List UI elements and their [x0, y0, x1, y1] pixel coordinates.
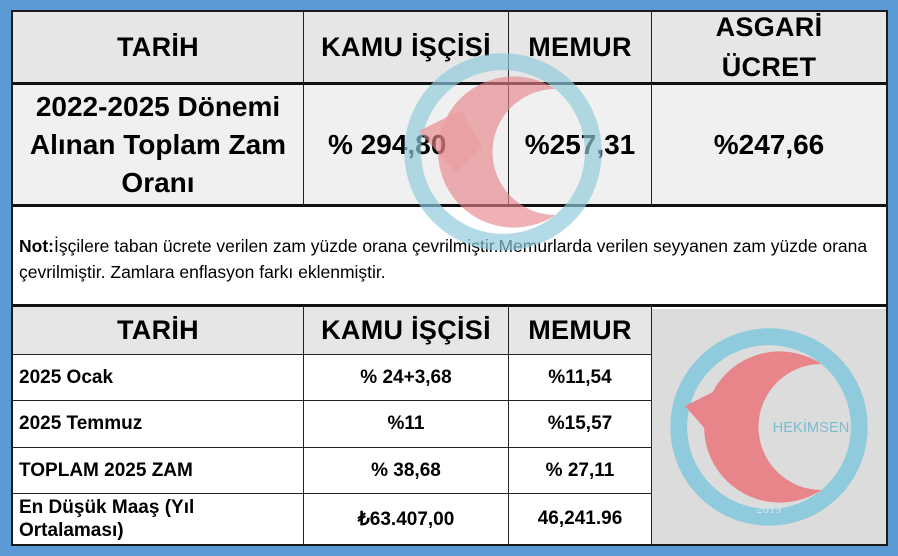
- salary-table-frame: TARİH KAMU İŞÇİSİ MEMUR ASGARİ ÜCRET 202…: [11, 10, 888, 546]
- note: Not:İşçilere taban ücrete verilen zam yü…: [13, 207, 886, 307]
- asgari-ucret-total: %247,66: [652, 85, 886, 207]
- row-label: 2025 Ocak: [13, 355, 304, 401]
- kamu-iscisi-total: % 294,80: [304, 85, 509, 207]
- logo-name: HEKİMSEN: [773, 418, 850, 436]
- hekimsen-logo: HEKİMSEN 2019: [670, 327, 868, 526]
- header-tarih: TARİH: [13, 12, 304, 85]
- bottom-header-tarih: TARİH: [13, 307, 304, 355]
- note-text: İşçilere taban ücrete verilen zam yüzde …: [19, 236, 868, 282]
- row-kamu-iscisi: % 38,68: [304, 448, 509, 494]
- row-memur: %15,57: [509, 401, 652, 448]
- logo-cell: HEKİMSEN 2019: [652, 309, 886, 544]
- bottom-header-kamu-iscisi: KAMU İŞÇİSİ: [304, 307, 509, 355]
- period-label: 2022-2025 Dönemi Alınan Toplam Zam Oranı: [13, 85, 304, 207]
- row-kamu-iscisi: ₺63.407,00: [304, 494, 509, 544]
- row-label: 2025 Temmuz: [13, 401, 304, 448]
- note-prefix: Not:: [19, 236, 54, 256]
- logo-year: 2019: [756, 502, 781, 516]
- row-label: En Düşük Maaş (Yıl Ortalaması): [13, 494, 304, 544]
- row-kamu-iscisi: %11: [304, 401, 509, 448]
- row-memur: 46,241.96: [509, 494, 652, 544]
- row-label: TOPLAM 2025 ZAM: [13, 448, 304, 494]
- header-memur: MEMUR: [509, 12, 652, 85]
- row-memur: % 27,11: [509, 448, 652, 494]
- memur-total: %257,31: [509, 85, 652, 207]
- header-asgari-ucret: ASGARİ ÜCRET: [652, 12, 886, 85]
- row-memur: %11,54: [509, 355, 652, 401]
- bottom-header-memur: MEMUR: [509, 307, 652, 355]
- header-kamu-iscisi: KAMU İŞÇİSİ: [304, 12, 509, 85]
- row-kamu-iscisi: % 24+3,68: [304, 355, 509, 401]
